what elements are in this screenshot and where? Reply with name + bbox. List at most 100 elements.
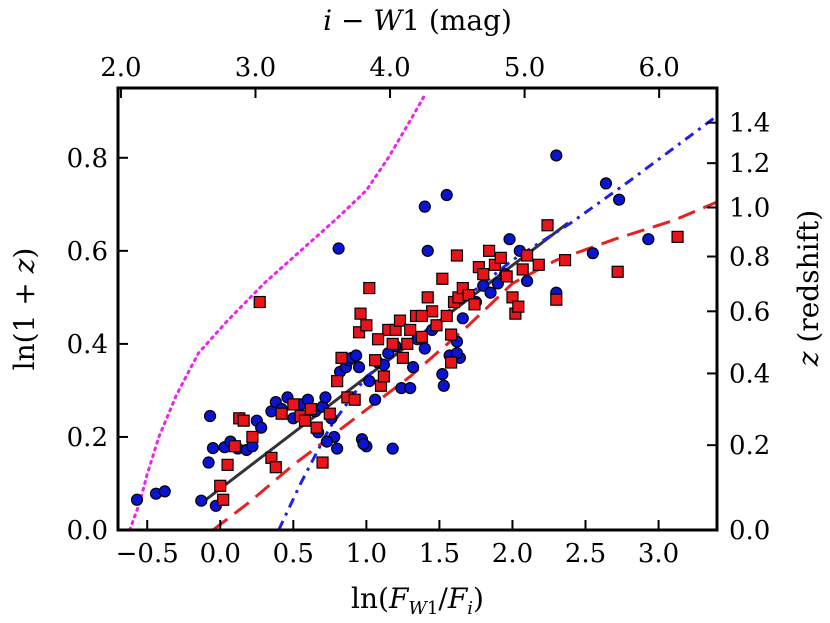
data-point-circle	[437, 379, 450, 392]
data-point-circle	[436, 368, 449, 381]
model-line-dashed	[212, 200, 717, 530]
data-point-square	[541, 219, 554, 232]
data-point-square	[494, 251, 507, 264]
data-point-square	[377, 370, 390, 383]
right-axis-label: z (redshift)	[792, 210, 825, 367]
x-tick-label: 0.0	[200, 539, 241, 569]
data-point-square	[550, 293, 563, 306]
data-point-circle	[350, 349, 363, 362]
data-point-circle	[586, 247, 599, 260]
data-point-square	[393, 314, 407, 327]
data-point-square	[421, 291, 434, 304]
data-point-square	[401, 337, 414, 350]
data-point-square	[430, 319, 443, 332]
right-tick-label: 0.6	[729, 297, 770, 327]
data-point-square	[415, 330, 428, 344]
data-point-square	[298, 414, 312, 427]
data-point-square	[304, 402, 317, 416]
tick-marks	[118, 88, 717, 531]
data-point-circle	[421, 244, 434, 257]
data-point-square	[468, 298, 481, 311]
data-point-square	[246, 430, 259, 444]
data-point-square	[396, 351, 409, 364]
data-point-circle	[255, 421, 268, 434]
chart-marks	[128, 93, 717, 530]
data-point-square	[369, 354, 382, 367]
right-tick-label: 1.4	[729, 109, 770, 139]
right-tick-label: 1.2	[729, 149, 770, 179]
data-point-square	[558, 254, 572, 267]
x-tick-label: 0.5	[273, 539, 314, 569]
data-point-square	[221, 458, 234, 471]
data-point-square	[269, 461, 282, 474]
data-point-square	[520, 249, 534, 262]
data-point-square	[532, 258, 545, 271]
y-tick-label: 0.4	[67, 330, 108, 360]
data-point-circle	[418, 342, 431, 355]
data-point-circle	[404, 381, 417, 395]
data-point-circle	[319, 391, 332, 404]
data-point-square	[354, 307, 367, 320]
data-point-circle	[550, 149, 563, 162]
data-point-square	[363, 281, 376, 295]
data-point-square	[228, 440, 241, 453]
data-point-square	[445, 356, 458, 369]
data-point-square	[371, 333, 385, 346]
right-tick-label: 1.0	[729, 194, 770, 224]
model-line-dashdot	[277, 114, 717, 530]
top-tick-label: 3.0	[235, 53, 276, 83]
data-point-square	[217, 493, 230, 506]
right-tick-label: 0.8	[729, 243, 770, 273]
data-point-square	[482, 244, 496, 257]
model-line-dotted	[128, 93, 427, 530]
y-tick-label: 0.8	[67, 144, 108, 174]
data-point-square	[440, 309, 453, 323]
y-tick-label: 0.6	[67, 237, 108, 267]
data-point-square	[275, 407, 288, 420]
data-point-circle	[158, 485, 171, 498]
data-point-circle	[363, 375, 376, 388]
top-axis-label: i − W1 (mag)	[323, 4, 512, 37]
data-point-circle	[407, 361, 420, 374]
data-point-circle	[320, 435, 334, 448]
data-point-square	[611, 265, 624, 278]
data-point-square	[671, 230, 684, 243]
data-point-square	[253, 295, 266, 309]
data-point-square	[287, 398, 300, 411]
data-point-circle	[130, 493, 144, 506]
x-tick-label: 2.0	[492, 539, 533, 569]
data-point-square	[426, 305, 439, 318]
x-tick-label: 3.0	[638, 539, 679, 569]
data-point-square	[335, 351, 348, 364]
data-point-square	[500, 270, 513, 283]
y-tick-label: 0.2	[67, 423, 108, 453]
x-tick-label: 2.5	[565, 539, 606, 569]
data-point-circle	[418, 200, 431, 213]
data-point-square	[310, 421, 323, 434]
data-point-circle	[613, 193, 626, 206]
y-tick-label: 0.0	[67, 516, 108, 546]
data-point-square	[512, 300, 525, 313]
data-point-circle	[357, 437, 370, 451]
data-point-circle	[520, 274, 534, 288]
data-point-circle	[331, 442, 344, 455]
data-point-circle	[332, 242, 345, 255]
top-tick-label: 6.0	[638, 53, 679, 83]
data-point-square	[237, 414, 250, 427]
data-point-circle	[203, 409, 217, 423]
data-point-square	[516, 263, 529, 276]
data-point-square	[360, 319, 373, 332]
x-tick-label: −0.5	[116, 539, 179, 569]
data-point-circle	[440, 188, 453, 202]
data-point-circle	[484, 286, 497, 299]
data-point-circle	[642, 233, 655, 246]
x-axis-label: ln(FW1/Fi)	[351, 582, 484, 619]
data-point-square	[477, 268, 490, 281]
tick-labels: −0.5 0.0 0.5 1.0 1.5 2.0 2.5 3.0 0.0 0.2 0.4 0.6 0.8…	[67, 53, 771, 569]
data-point-square	[386, 337, 399, 350]
data-point-square	[404, 323, 417, 337]
data-point-square	[436, 272, 449, 285]
x-tick-label: 1.0	[346, 539, 387, 569]
data-point-square	[316, 456, 329, 469]
data-point-square	[415, 309, 428, 323]
